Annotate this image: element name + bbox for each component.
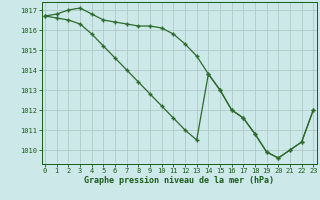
X-axis label: Graphe pression niveau de la mer (hPa): Graphe pression niveau de la mer (hPa) xyxy=(84,176,274,185)
